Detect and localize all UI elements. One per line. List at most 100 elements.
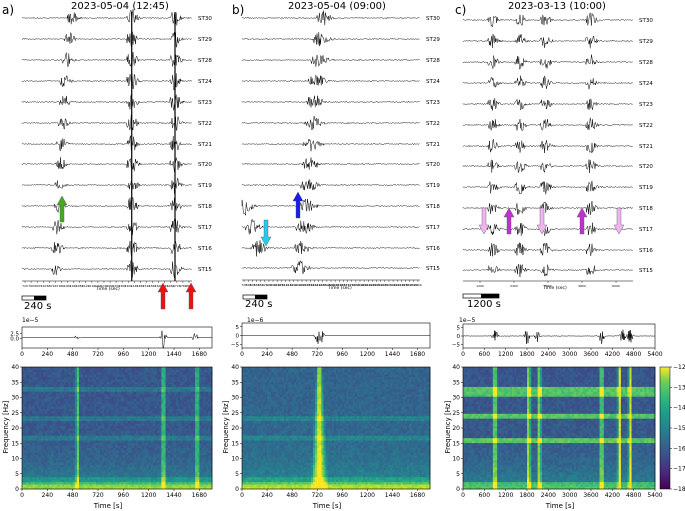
spectrogram-cell: [133, 469, 137, 473]
spectrogram-cell: [43, 469, 46, 473]
spectrogram-cell: [146, 379, 150, 383]
spectrogram-cell: [152, 457, 156, 461]
spectrogram-cell: [207, 476, 211, 480]
spectrogram-cell: [129, 418, 133, 422]
spectrogram-cell: [45, 371, 48, 375]
spectrogram-cell: [98, 425, 101, 429]
spectrogram-cell: [144, 430, 147, 434]
spectrogram-cell: [95, 369, 99, 373]
spectrogram-cell: [112, 369, 116, 373]
spectrogram-cell: [30, 447, 33, 451]
spectrogram-cell: [60, 415, 63, 419]
spectrogram-cell: [144, 481, 147, 485]
record-tick-label: 720: [241, 283, 247, 287]
spectrogram-cell: [201, 457, 204, 461]
spectrogram-cell: [205, 454, 209, 458]
spectrogram-cell: [98, 452, 101, 456]
spectrogram-cell: [108, 449, 112, 453]
spectrogram-cell: [79, 469, 82, 473]
spectrogram-cell: [117, 386, 120, 390]
spectrogram-cell: [163, 464, 166, 468]
spectrogram-cell: [26, 449, 29, 453]
spectrogram-cell: [64, 479, 67, 483]
spectrogram-cell: [81, 391, 84, 395]
spectrogram-cell: [167, 420, 171, 424]
spectrogram-cell: [123, 425, 126, 429]
spectrogram-cell: [66, 413, 69, 417]
spectrogram-cell: [184, 464, 188, 468]
spectrogram-cell: [106, 462, 109, 465]
spectrogram-cell: [159, 371, 162, 375]
spectrogram-cell: [119, 467, 122, 470]
spectrogram-cell: [123, 449, 126, 453]
spectrogram-cell: [36, 432, 40, 436]
spectrogram-cell: [49, 381, 52, 385]
spectrogram-cell: [22, 435, 25, 439]
spectrogram-cell: [273, 484, 276, 487]
spectrogram-cell: [38, 447, 42, 451]
spectrogram-cell: [76, 420, 80, 424]
spectrogram-cell: [79, 457, 82, 461]
spectrogram-cell: [157, 423, 160, 426]
spectrogram-cell: [127, 459, 131, 463]
spectrogram-cell: [36, 454, 40, 458]
spectrogram-cell: [30, 379, 33, 383]
spectrogram-cell: [176, 376, 179, 380]
spectrogram-cell: [87, 374, 90, 378]
spectrogram-cell: [41, 401, 44, 404]
spectrogram-cell: [26, 440, 29, 444]
spectrogram-cell: [369, 486, 372, 490]
spectrogram-cell: [178, 457, 181, 461]
spectrogram-cell: [133, 430, 137, 434]
spectrogram-cell: [76, 457, 80, 461]
spectrogram-cell: [121, 376, 124, 380]
spectrogram-cell: [24, 462, 27, 465]
spectrogram-cell: [125, 415, 128, 419]
spectrogram-cell: [102, 393, 105, 397]
spectrogram-cell: [142, 469, 145, 473]
spectrogram-cell: [64, 430, 67, 434]
spectrogram-cell: [157, 398, 160, 402]
spectrogram-cell: [114, 484, 118, 487]
spectrogram-cell: [117, 384, 120, 387]
spectrogram-cell: [190, 479, 194, 483]
record-tick-label: 1920: [364, 283, 372, 287]
spectrogram-cell: [114, 374, 118, 378]
spectrogram-cell: [152, 391, 156, 395]
spectrogram-cell: [112, 410, 116, 414]
spectrogram-cell: [190, 449, 194, 453]
spectrogram-cell: [127, 410, 131, 414]
spectrogram-cell: [28, 401, 31, 404]
spectrogram-cell: [41, 376, 44, 380]
spectrogram-cell: [106, 432, 109, 436]
spectrogram-cell: [49, 428, 52, 431]
spectrogram-cell: [142, 418, 145, 422]
spectrogram-cell: [182, 369, 185, 373]
spectrogram-cell: [117, 408, 120, 412]
spectrogram-cell: [45, 415, 48, 419]
record-tick-label: 1640: [335, 283, 343, 287]
spectrogram-cell: [121, 442, 124, 446]
spectrogram-cell: [36, 445, 40, 448]
spectrogram-cell: [64, 371, 67, 375]
spectrogram-cell: [30, 420, 33, 424]
spectrogram-cell: [119, 386, 122, 390]
spectrogram-cell: [26, 428, 29, 431]
spectrogram-cell: [108, 479, 112, 483]
spectrogram-cell: [32, 398, 36, 402]
spectrogram-cell: [102, 435, 105, 439]
spectrogram-cell: [79, 420, 82, 424]
spectrogram-cell: [114, 432, 118, 436]
spectrogram-cell: [131, 386, 135, 390]
spectrogram-cell: [133, 371, 137, 375]
spectrogram-cell: [127, 447, 131, 451]
spectrogram-cell: [41, 415, 44, 419]
spectrogram-cell: [114, 469, 118, 473]
spectrogram-cell: [121, 467, 124, 470]
spectrogram-cell: [195, 391, 198, 395]
spectrogram-cell: [180, 462, 183, 465]
spectrogram-cell: [146, 413, 150, 417]
spectrogram-cell: [85, 440, 88, 444]
spectrogram-cell: [26, 423, 29, 426]
spectrogram-cell: [66, 369, 69, 373]
